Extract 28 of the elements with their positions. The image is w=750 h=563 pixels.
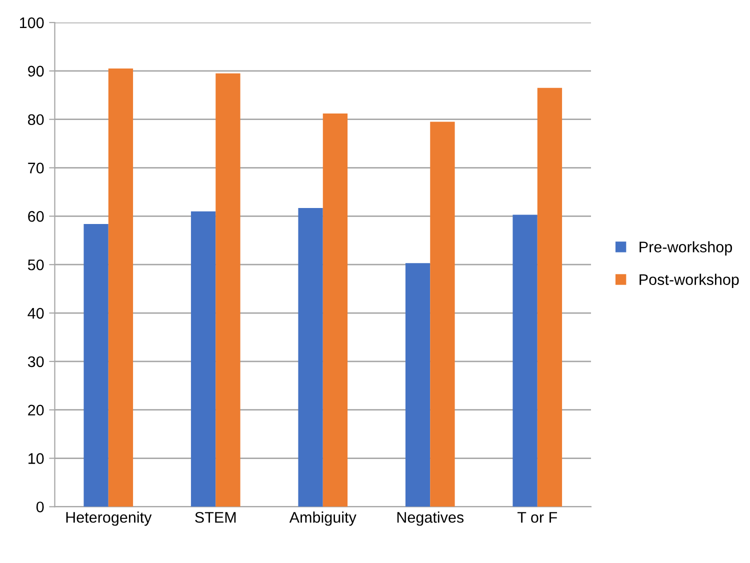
y-tick-label: 40 <box>28 308 44 319</box>
bar <box>512 214 538 507</box>
y-tick-label: 70 <box>28 162 44 174</box>
y-tick-label: 80 <box>28 114 44 126</box>
bar <box>430 122 455 507</box>
x-tick-label: T or F <box>517 512 557 523</box>
bar <box>298 208 323 507</box>
legend-label: Post-workshop <box>640 274 739 288</box>
y-tick-label: 100 <box>20 17 44 28</box>
x-tick-label: Negatives <box>397 512 464 526</box>
y-tick-label: 30 <box>28 356 44 368</box>
x-tick-label: Ambiguity <box>289 512 356 526</box>
bar <box>537 88 562 507</box>
bar <box>405 263 430 507</box>
legend-label: Pre-workshop <box>640 241 732 256</box>
bar <box>322 114 348 507</box>
y-tick-label: 10 <box>28 453 44 464</box>
bar <box>190 211 216 507</box>
y-tick-label: 90 <box>28 66 44 77</box>
x-tick-label: Heterogenity <box>66 512 152 526</box>
bar <box>216 73 240 507</box>
bar <box>108 68 134 507</box>
y-tick-label: 0 <box>36 502 44 512</box>
y-tick-label: 50 <box>28 259 44 270</box>
y-tick-label: 60 <box>28 211 44 222</box>
y-tick-label: 20 <box>28 404 44 416</box>
x-tick-label: STEM <box>195 512 236 523</box>
bar <box>84 224 108 507</box>
